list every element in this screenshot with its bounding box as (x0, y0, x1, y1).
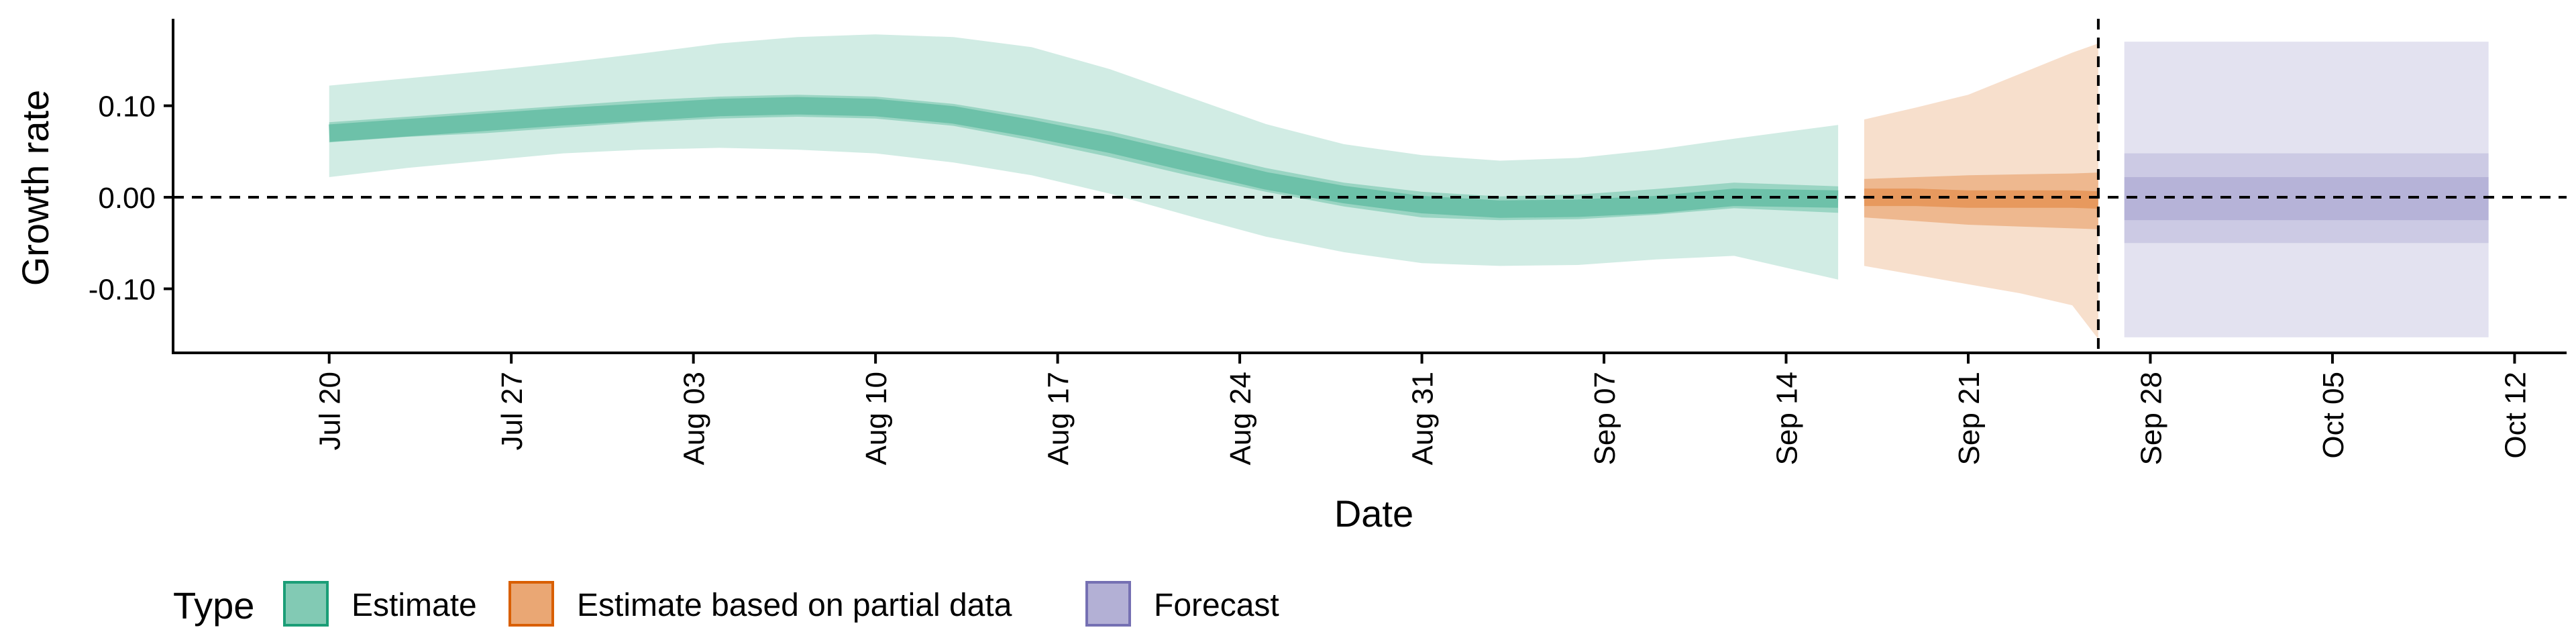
x-tick-label: Jul 20 (314, 372, 347, 450)
x-tick-label: Sep 21 (1953, 372, 1986, 465)
chart-bands (328, 34, 2489, 339)
x-tick-label: Sep 14 (1771, 372, 1804, 465)
legend: Type Estimate Estimate based on partial da… (173, 581, 1279, 627)
x-tick-label: Oct 12 (2499, 372, 2532, 459)
legend-label: Estimate (352, 588, 477, 623)
x-tick-label: Sep 07 (1589, 372, 1621, 465)
band-90-estimate (329, 34, 1839, 280)
y-tick-label: 0.10 (98, 91, 156, 123)
x-tick-label: Aug 24 (1224, 372, 1257, 465)
band-50-estimate-based-on-partial-data (1864, 172, 2098, 229)
legend-key (283, 581, 329, 627)
x-tick-label: Oct 05 (2317, 372, 2350, 459)
legend-label: Estimate based on partial data (577, 588, 1012, 623)
reference-lines (173, 19, 2567, 353)
band-50-forecast (2124, 177, 2489, 221)
legend-label: Forecast (1154, 588, 1279, 623)
chart-axes: 0.10 0.00 -0.10 Jul 20 Jul 27 Aug 03 Aug 10 Aug… (89, 19, 2567, 465)
band-90-forecast (2124, 42, 2489, 337)
x-tick-label: Aug 31 (1407, 372, 1440, 465)
y-tick-label: 0.00 (98, 182, 156, 215)
legend-title: Type (173, 584, 254, 627)
x-tick-label: Aug 03 (678, 372, 711, 465)
legend-key (508, 581, 554, 627)
median-band-estimate (328, 97, 1839, 218)
x-tick-label: Sep 28 (2135, 372, 2167, 465)
x-tick-label: Jul 27 (496, 372, 529, 450)
x-tick-label: Aug 10 (860, 372, 893, 465)
x-tick-label: Aug 17 (1042, 372, 1075, 465)
x-axis-title: Date (1334, 492, 1413, 535)
band-90-estimate-based-on-partial-data (1864, 43, 2098, 339)
y-axis-title: Growth rate (14, 90, 56, 286)
band-50-estimate (329, 95, 1839, 221)
legend-key (1085, 581, 1131, 627)
y-tick-label: -0.10 (89, 273, 156, 306)
